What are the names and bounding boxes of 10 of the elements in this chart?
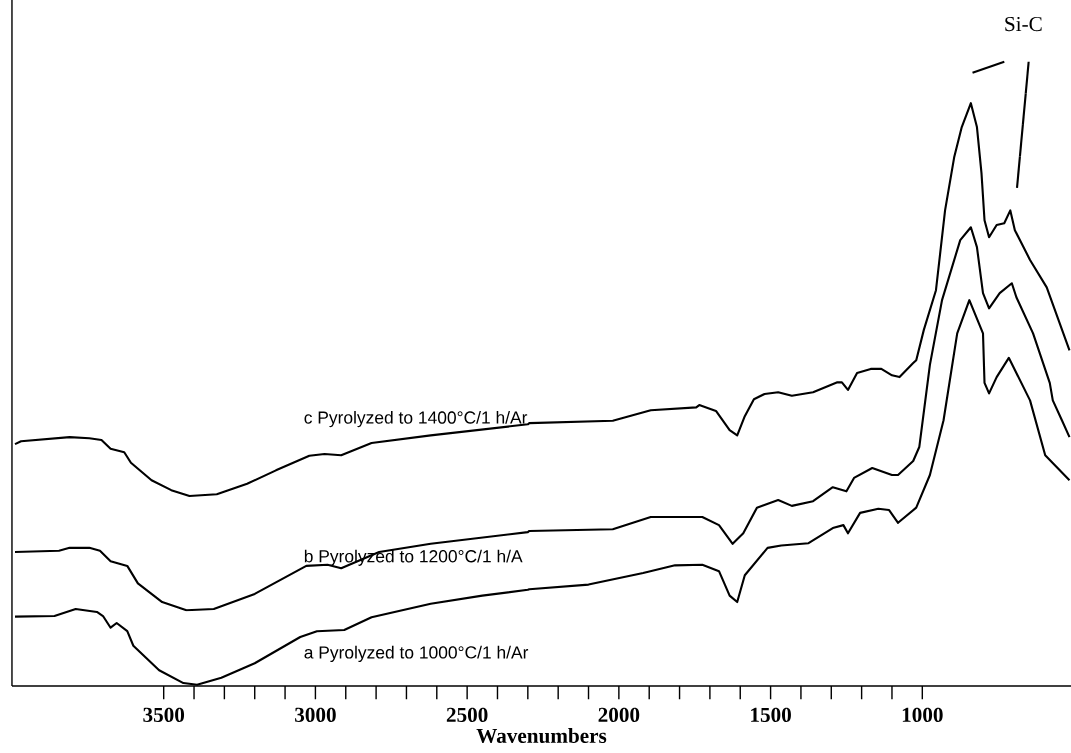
series-label: c Pyrolyzed to 1400°C/1 h/Ar [304, 410, 528, 428]
text: Si-C [1005, 16, 1042, 32]
x-tick-label: 1000 [902, 707, 943, 722]
x-axis-title: Wavenumbers [476, 728, 607, 744]
series-label: a Pyrolyzed to 1000°C/1 h/Ar [304, 645, 529, 663]
x-tick-label: 2000 [598, 707, 640, 722]
x-tick-label: 2500 [446, 707, 488, 722]
x-tick-label: 3000 [295, 707, 336, 722]
x-tick-label: 3500 [143, 707, 185, 722]
x-tick-label: 1500 [751, 707, 791, 722]
